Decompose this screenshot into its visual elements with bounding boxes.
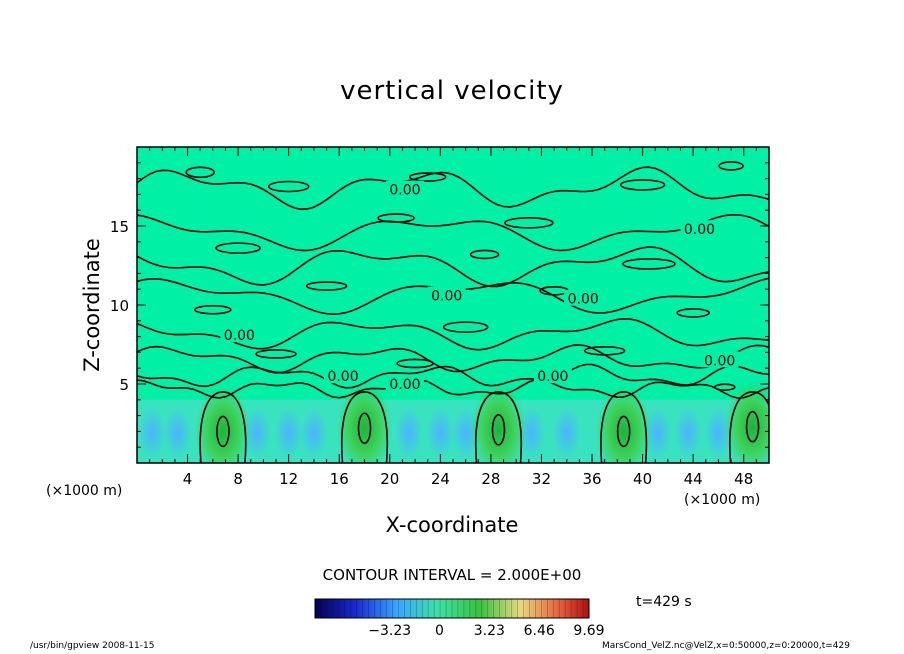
contour-cell <box>255 349 297 359</box>
updraft-contour <box>729 391 769 463</box>
contour-cell <box>442 321 489 333</box>
x-tick-label: 24 <box>431 470 450 488</box>
updraft-core-contour <box>357 412 372 445</box>
contour-label: 0.00 <box>431 289 462 305</box>
contour-cell <box>185 166 215 179</box>
time-label: t=429 s <box>636 594 692 610</box>
zero-contour <box>137 317 769 351</box>
contour-cell <box>504 217 554 229</box>
contour-label: 0.00 <box>389 183 420 199</box>
updraft-fill <box>470 383 527 463</box>
contour-label: 0.00 <box>568 292 599 308</box>
contour-label: 0.00 <box>224 328 255 344</box>
contour-cell <box>469 249 500 260</box>
updraft-core-contour <box>616 415 631 448</box>
contour-cell <box>267 180 310 193</box>
contour-cell <box>583 346 626 356</box>
updraft-fill <box>595 385 652 463</box>
footer-left: /usr/bin/gpview 2008-11-15 <box>30 641 155 651</box>
contour-cell <box>396 358 434 369</box>
downdraft-patch <box>299 406 328 459</box>
downdraft-patch <box>243 406 272 459</box>
x-tick-label: 28 <box>481 470 500 488</box>
downdraft-patch <box>643 406 672 459</box>
contour-label: 0.00 <box>684 222 715 238</box>
downdraft-patch <box>426 406 455 459</box>
zero-contour <box>137 214 769 252</box>
updraft-core-contour <box>745 410 760 443</box>
colorbar-tick-label: 3.23 <box>473 623 505 639</box>
downdraft-patch <box>163 406 192 459</box>
x-tick-label: 44 <box>684 470 703 488</box>
contour-cell <box>619 179 666 191</box>
contour-cell <box>676 308 710 318</box>
zero-contour <box>137 166 769 211</box>
contour-label: 0.00 <box>327 369 358 385</box>
zero-contour <box>137 363 769 389</box>
y-tick-label: 15 <box>110 218 129 236</box>
x-tick-label: 32 <box>532 470 551 488</box>
x-tick-label: 48 <box>734 470 753 488</box>
contour-label: 0.00 <box>537 369 568 385</box>
zero-contour <box>137 378 769 399</box>
contour-interval-label: CONTOUR INTERVAL = 2.000E+00 <box>322 566 582 584</box>
y-tick-label: 10 <box>110 297 129 315</box>
x-axis-label: X-coordinate <box>385 513 519 537</box>
downdraft-patch <box>394 406 423 459</box>
contour-cell <box>377 213 415 223</box>
contour-cell <box>408 172 447 182</box>
contour-label: 0.00 <box>389 377 420 393</box>
zero-contour <box>137 246 769 288</box>
updraft-contour <box>199 391 247 463</box>
x-tick-label: 20 <box>380 470 399 488</box>
contour-cell <box>215 242 261 254</box>
contour-cell <box>622 258 676 270</box>
updraft-fill <box>336 382 393 463</box>
contour-cell <box>194 304 232 315</box>
updraft-contour <box>474 391 523 463</box>
x-unit-label-left: (×1000 m) <box>46 483 123 499</box>
contour-cell <box>718 161 744 171</box>
y-tick-label: 5 <box>119 376 129 394</box>
x-tick-label: 40 <box>633 470 652 488</box>
footer-right: MarsCond_VelZ.nc@VelZ,x=0:50000,z=0:2000… <box>602 641 850 651</box>
y-axis-label: Z-coordinate <box>80 238 104 372</box>
updraft-core-contour <box>216 415 230 448</box>
contour-cell <box>713 383 736 391</box>
colorbar-tick-label: 6.46 <box>523 623 555 639</box>
x-tick-label: 12 <box>279 470 298 488</box>
colorbar-tick-label: 9.69 <box>573 623 605 639</box>
updraft-core-contour <box>491 414 506 446</box>
x-tick-label: 4 <box>183 470 193 488</box>
colorbar-tick-label: −3.23 <box>368 623 412 639</box>
downdraft-patch <box>138 406 167 459</box>
downdraft-patch <box>674 406 703 459</box>
updraft-fill <box>194 385 251 463</box>
x-tick-label: 8 <box>233 470 243 488</box>
zero-contour <box>137 344 769 374</box>
colorbar-tick-label: 0 <box>435 623 444 639</box>
colorbar <box>314 598 590 619</box>
chart-title: vertical velocity <box>340 76 564 106</box>
contour-cell <box>305 281 348 291</box>
downdraft-patch <box>274 406 303 459</box>
x-tick-label: 16 <box>330 470 349 488</box>
updraft-contour <box>600 391 648 463</box>
downdraft-patch <box>552 406 581 459</box>
x-unit-label-right: (×1000 m) <box>684 492 761 508</box>
contour-label: 0.00 <box>704 353 735 369</box>
updraft-contour <box>340 391 389 463</box>
x-tick-label: 36 <box>582 470 601 488</box>
